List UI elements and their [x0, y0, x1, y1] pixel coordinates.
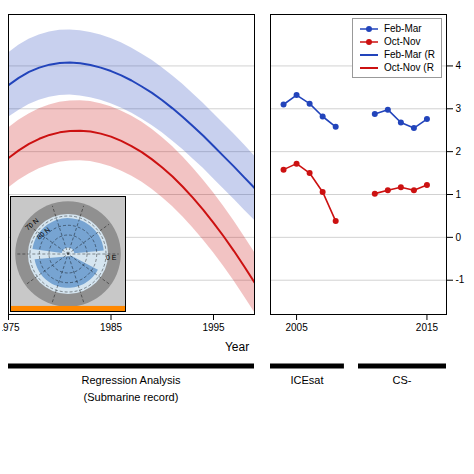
svg-text:(Submarine record): (Submarine record): [84, 391, 179, 403]
svg-text:CS-: CS-: [393, 374, 412, 386]
svg-text:-1: -1: [456, 274, 465, 285]
svg-text:0: 0: [456, 232, 462, 243]
svg-text:1975: 1975: [2, 322, 20, 333]
svg-text:1: 1: [456, 189, 462, 200]
svg-text:Regression Analysis: Regression Analysis: [81, 374, 181, 386]
svg-text:1995: 1995: [202, 322, 225, 333]
html-text:Feb-Mar: Feb-Mar: [383, 23, 422, 34]
html-text:Feb-Mar (R: Feb-Mar (R: [383, 49, 435, 60]
svg-text:2015: 2015: [416, 322, 439, 333]
svg-text:2005: 2005: [285, 322, 308, 333]
svg-text:70 N: 70 N: [24, 217, 40, 232]
svg-text:4: 4: [456, 60, 462, 71]
svg-text:3: 3: [456, 103, 462, 114]
svg-text:80 N: 80 N: [35, 226, 51, 241]
svg-text:2: 2: [456, 146, 462, 157]
html-text:Oct-Nov: Oct-Nov: [383, 36, 421, 47]
svg-text:1985: 1985: [100, 322, 123, 333]
html-text:Year: Year: [224, 340, 250, 354]
html-text:Oct-Nov (R: Oct-Nov (R: [383, 62, 434, 73]
svg-text:ICEsat: ICEsat: [290, 374, 323, 386]
svg-text:0 E: 0 E: [106, 254, 117, 261]
